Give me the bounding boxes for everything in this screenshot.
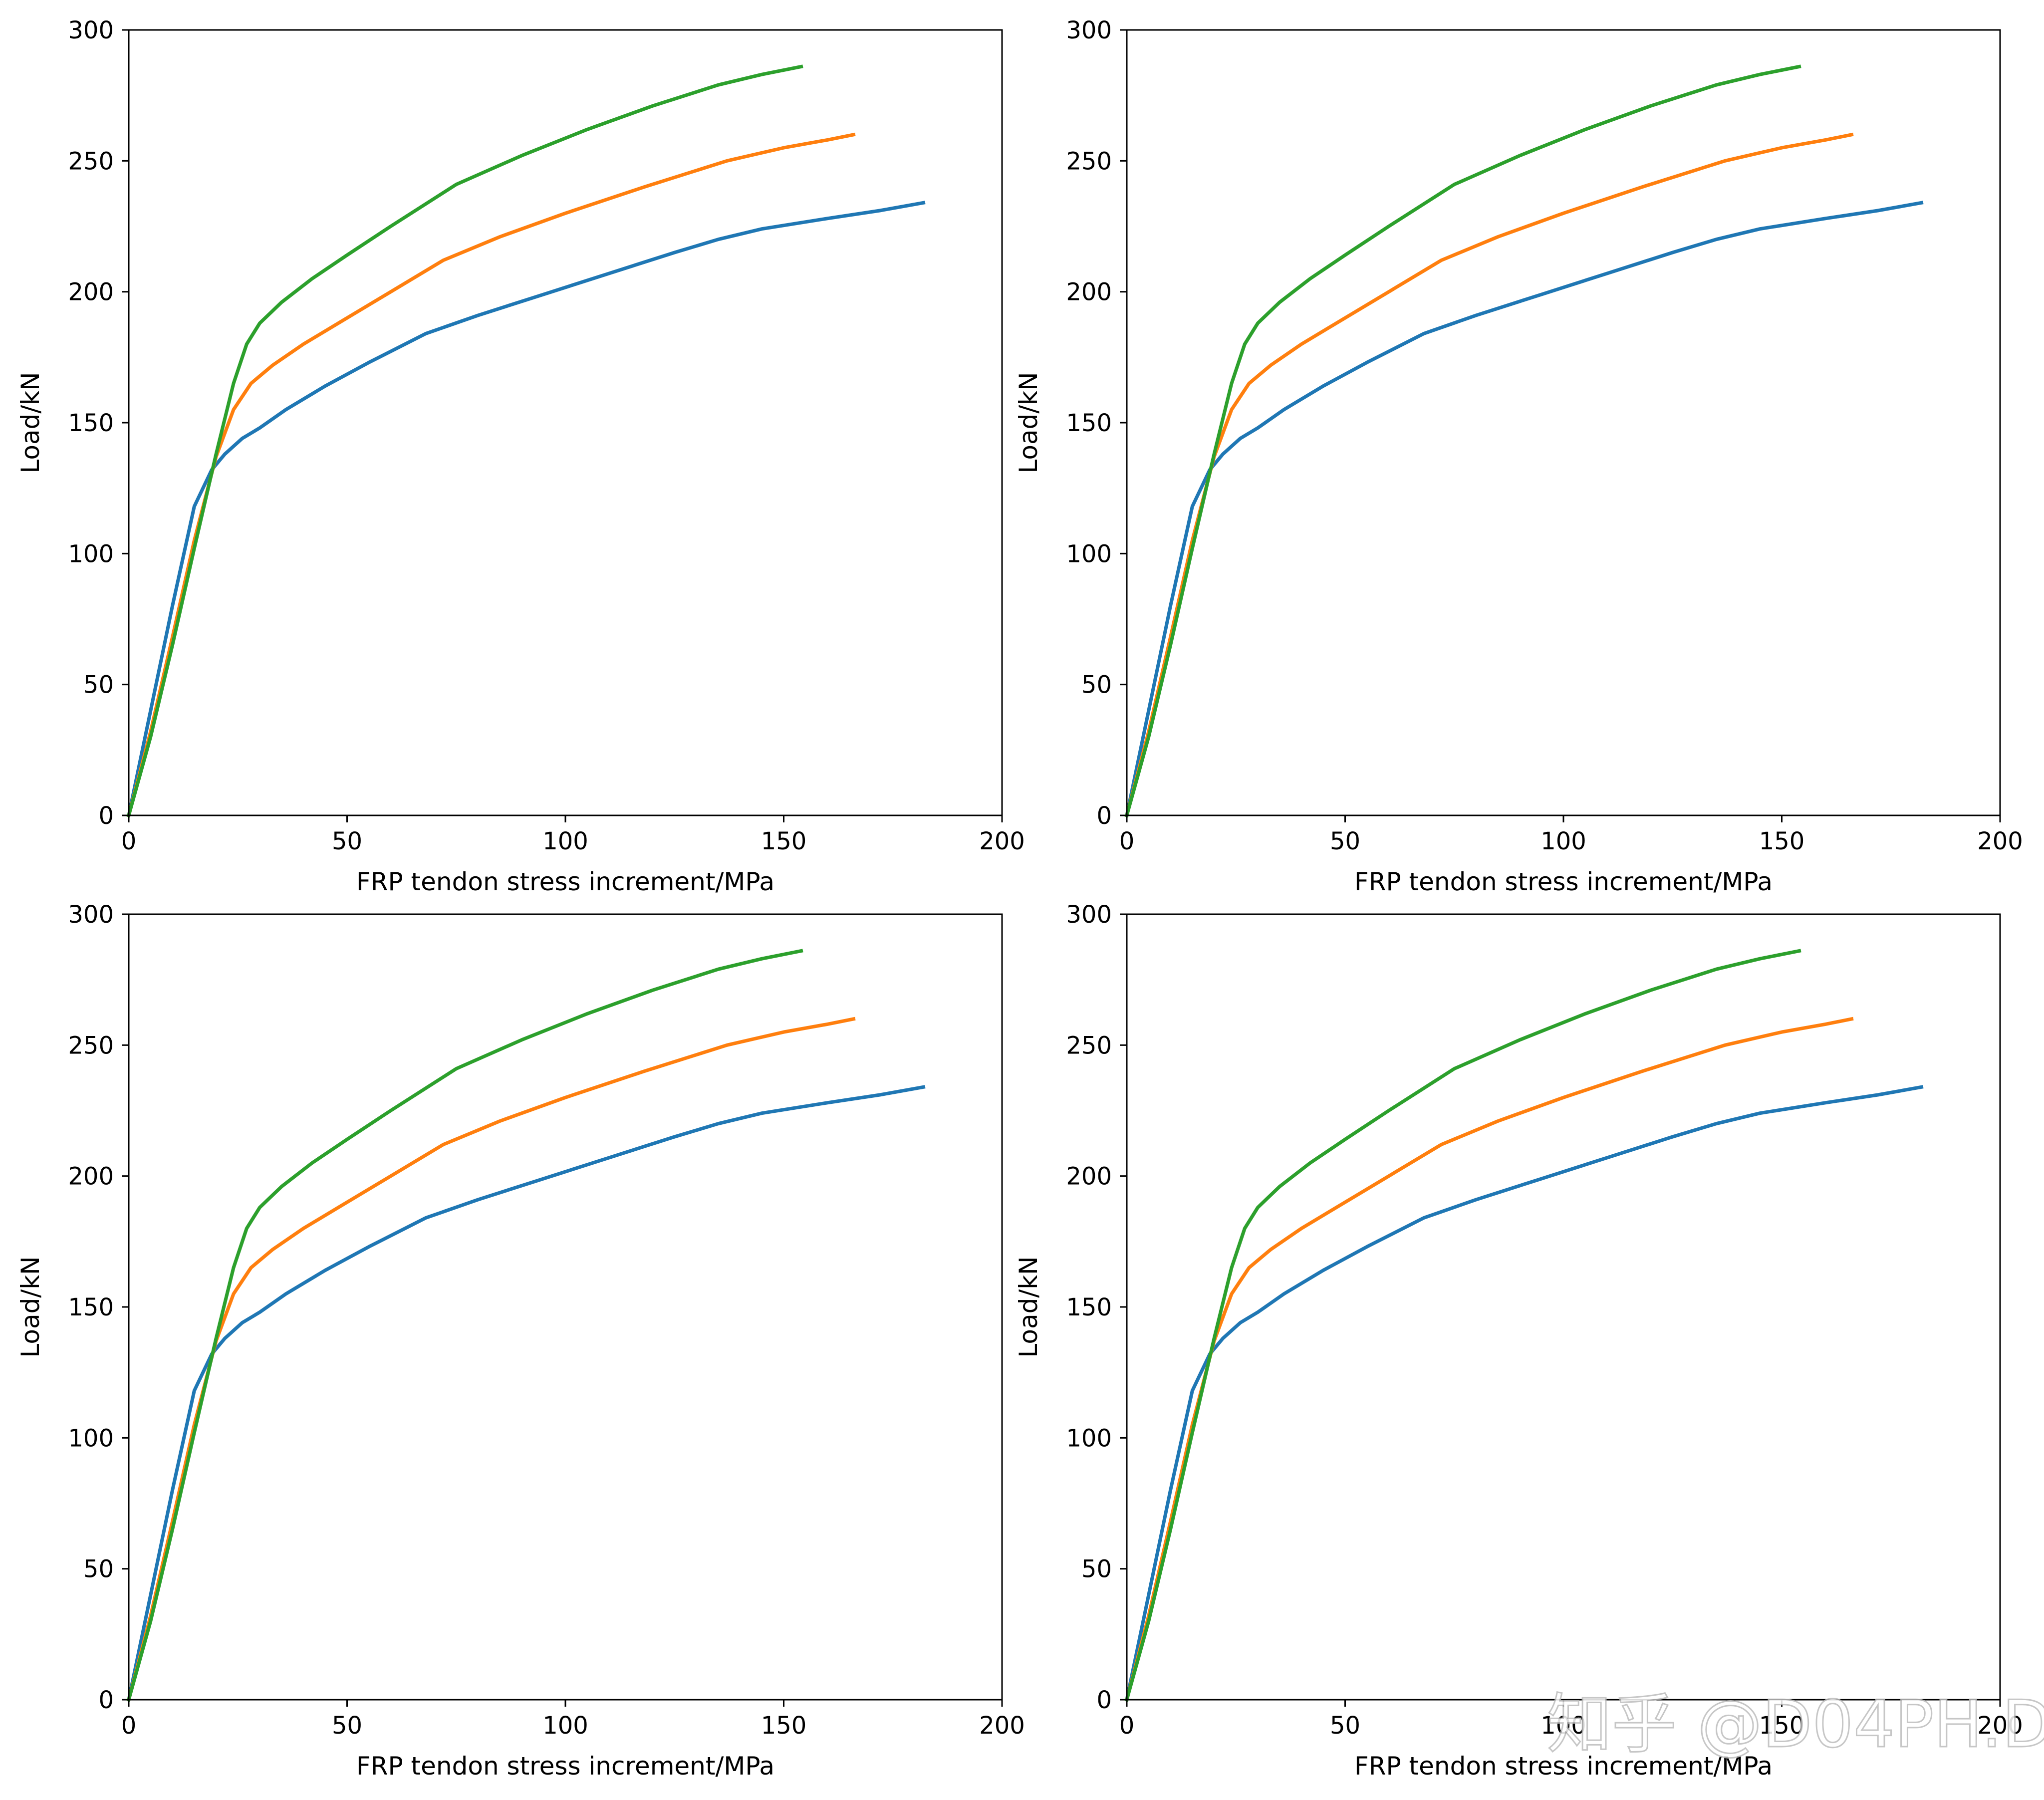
x-tick-label: 150 bbox=[1759, 1712, 1805, 1740]
x-axis-label: FRP tendon stress increment/MPa bbox=[1354, 1752, 1773, 1781]
y-tick-label: 50 bbox=[83, 671, 114, 699]
y-tick-label: 300 bbox=[1066, 901, 1112, 929]
x-tick-label: 0 bbox=[1119, 1712, 1135, 1740]
y-tick-label: 250 bbox=[68, 1031, 114, 1059]
y-axis-label: Load/kN bbox=[16, 372, 45, 473]
y-tick-label: 0 bbox=[1096, 1686, 1112, 1714]
x-tick-label: 150 bbox=[761, 827, 807, 855]
series-line-3 bbox=[1124, 64, 1801, 818]
y-tick-label: 200 bbox=[1066, 278, 1112, 306]
y-tick-label: 50 bbox=[1081, 1555, 1112, 1583]
x-tick-label: 0 bbox=[121, 827, 137, 855]
axes-frame bbox=[128, 913, 1003, 1701]
series-line-1 bbox=[126, 201, 926, 818]
series-line-2 bbox=[1124, 132, 1854, 818]
subplot-1: 0 50 100 150 200 0 50 100 150 200 250 300 FRP tendon… bbox=[16, 16, 1025, 896]
y-axis-label: Load/kN bbox=[1014, 372, 1043, 473]
y-tick-label: 50 bbox=[1081, 671, 1112, 699]
series-line-1 bbox=[1124, 201, 1924, 818]
watermark: 知乎 @D04PH.D bbox=[1547, 1686, 2044, 1762]
x-tick-label: 150 bbox=[761, 1712, 807, 1740]
y-tick-label: 0 bbox=[98, 1686, 114, 1714]
subplot-2: 0 50 100 150 200 0 50 100 150 200 250 300 FRP tendon… bbox=[1014, 16, 2023, 896]
x-tick-label: 50 bbox=[1330, 827, 1360, 855]
y-tick-label: 100 bbox=[68, 1424, 114, 1452]
x-axis-label: FRP tendon stress increment/MPa bbox=[1354, 867, 1773, 896]
series-line-2 bbox=[1124, 1017, 1854, 1702]
y-tick-label: 150 bbox=[68, 1293, 114, 1321]
axes-frame bbox=[1126, 913, 2001, 1701]
x-tick-label: 0 bbox=[121, 1712, 137, 1740]
x-tick-label: 200 bbox=[1977, 827, 2023, 855]
y-axis-label: Load/kN bbox=[16, 1256, 45, 1357]
y-tick-label: 100 bbox=[1066, 540, 1112, 568]
x-tick-label: 100 bbox=[1540, 1712, 1586, 1740]
x-tick-label: 0 bbox=[1119, 827, 1135, 855]
series-line-2 bbox=[126, 132, 856, 818]
x-tick-label: 50 bbox=[332, 827, 362, 855]
subplot-3: 0 50 100 150 200 0 50 100 150 200 250 300 FRP tendon… bbox=[16, 901, 1025, 1781]
y-tick-label: 250 bbox=[68, 147, 114, 175]
subplot-4: 0 50 100 150 200 0 50 100 150 200 250 300 FRP tendon… bbox=[1014, 901, 2023, 1781]
y-tick-label: 250 bbox=[1066, 147, 1112, 175]
x-tick-label: 100 bbox=[542, 827, 588, 855]
y-tick-label: 150 bbox=[68, 409, 114, 437]
x-tick-label: 200 bbox=[1977, 1712, 2023, 1740]
series-line-1 bbox=[126, 1085, 926, 1702]
y-tick-label: 200 bbox=[68, 278, 114, 306]
series-line-3 bbox=[1124, 949, 1801, 1702]
y-tick-label: 150 bbox=[1066, 1293, 1112, 1321]
y-tick-label: 300 bbox=[1066, 16, 1112, 44]
x-tick-label: 200 bbox=[979, 1712, 1025, 1740]
series-line-2 bbox=[126, 1017, 856, 1702]
series-line-3 bbox=[126, 64, 803, 818]
series-line-3 bbox=[126, 949, 803, 1702]
x-tick-label: 50 bbox=[1330, 1712, 1360, 1740]
y-tick-label: 200 bbox=[68, 1163, 114, 1191]
y-tick-label: 50 bbox=[83, 1555, 114, 1583]
y-tick-label: 0 bbox=[1096, 802, 1112, 830]
x-tick-label: 100 bbox=[542, 1712, 588, 1740]
x-axis-label: FRP tendon stress increment/MPa bbox=[356, 1752, 774, 1781]
y-tick-label: 300 bbox=[68, 901, 114, 929]
x-tick-label: 100 bbox=[1540, 827, 1586, 855]
y-tick-label: 100 bbox=[68, 540, 114, 568]
y-tick-label: 0 bbox=[98, 802, 114, 830]
axes-frame bbox=[1126, 29, 2001, 816]
y-tick-label: 150 bbox=[1066, 409, 1112, 437]
x-axis-label: FRP tendon stress increment/MPa bbox=[356, 867, 774, 896]
y-axis-label: Load/kN bbox=[1014, 1256, 1043, 1357]
subplot-grid: 0 50 100 150 200 0 50 100 150 200 250 300 FRP tendon… bbox=[16, 16, 2023, 1781]
y-tick-label: 200 bbox=[1066, 1163, 1112, 1191]
x-tick-label: 200 bbox=[979, 827, 1025, 855]
y-tick-label: 100 bbox=[1066, 1424, 1112, 1452]
x-tick-label: 150 bbox=[1759, 827, 1805, 855]
x-tick-label: 50 bbox=[332, 1712, 362, 1740]
axes-frame bbox=[128, 29, 1003, 816]
y-tick-label: 250 bbox=[1066, 1031, 1112, 1059]
series-line-1 bbox=[1124, 1085, 1924, 1702]
y-tick-label: 300 bbox=[68, 16, 114, 44]
